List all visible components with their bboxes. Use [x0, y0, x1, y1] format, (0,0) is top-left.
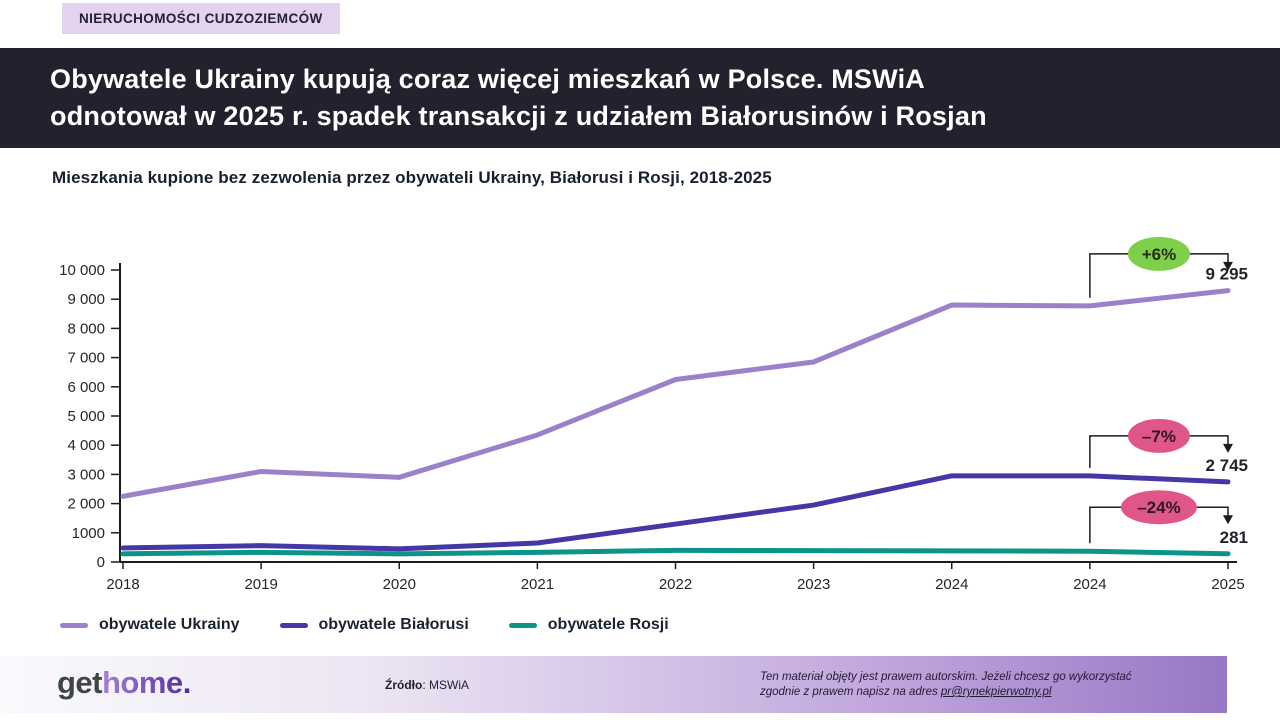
- copyright-line1: Ten materiał objęty jest prawem autorski…: [760, 671, 1132, 683]
- y-tick-label: 6 000: [67, 379, 105, 396]
- legend-swatch-bialorus: [279, 622, 308, 628]
- y-tick-label: 3 000: [67, 466, 105, 483]
- annotation-arrowhead: [1223, 515, 1233, 525]
- chart-subtitle: Mieszkania kupione bez zezwolenia przez …: [52, 168, 772, 187]
- category-badge: NIERUCHOMOŚCI CUDZOZIEMCÓW: [62, 3, 340, 34]
- x-tick-label: 2019: [244, 576, 277, 593]
- gethome-logo: gethome.: [57, 665, 191, 701]
- copyright-line2: zgodnie z prawem napisz na adres: [760, 686, 941, 698]
- source-label: Źródło: [385, 678, 423, 692]
- legend-item-bialorus: obywatele Białorusi: [279, 616, 469, 634]
- annotation-2: –24% 281: [1089, 490, 1248, 547]
- x-tick-label: 2025: [1211, 576, 1244, 593]
- logo-dot: .: [182, 665, 192, 700]
- x-tick-label: 2020: [383, 576, 416, 593]
- series-line-0: [120, 288, 1231, 499]
- x-tick-label: 2022: [659, 576, 692, 593]
- annotation-arrowhead: [1223, 443, 1233, 453]
- x-tick-label: 2023: [797, 576, 830, 593]
- annotation-pct-label: –24%: [1137, 498, 1180, 517]
- annotation-pct-label: +6%: [1142, 245, 1177, 264]
- chart-axes: [119, 263, 1237, 563]
- series-lines: [120, 288, 1231, 557]
- x-axis-ticks: 2018 2019 2020 2021 2022 2023 2024 2024 2025: [106, 562, 1245, 593]
- legend-item-ukraine: obywatele Ukrainy: [60, 616, 240, 634]
- legend-label-ukraine: obywatele Ukrainy: [99, 616, 240, 633]
- x-tick-label: 2018: [106, 576, 139, 593]
- y-tick-label: 10 000: [59, 262, 105, 279]
- copyright-email-link[interactable]: pr@rynekpierwotny.pl: [940, 686, 1052, 698]
- footer-band: gethome. Źródło: MSWiA Ten materiał obję…: [0, 656, 1227, 713]
- logo-get: get: [57, 665, 103, 700]
- y-tick-label: 7 000: [67, 350, 105, 367]
- chart-legend: obywatele Ukrainy obywatele Białorusi ob…: [60, 616, 669, 634]
- source-value: : MSWiA: [422, 678, 469, 692]
- legend-label-bialorus: obywatele Białorusi: [318, 616, 469, 633]
- annotation-0: +6% 9 295: [1089, 236, 1248, 298]
- y-axis-ticks: 0 1000 2 000 3 000 4 000 5 000 6 000 7 000 8 000…: [59, 262, 120, 571]
- series-line-2: [120, 547, 1231, 557]
- annotation-value-label: 9 295: [1205, 265, 1248, 284]
- source-note: Źródło: MSWiA: [385, 678, 469, 692]
- page-title-line1: Obywatele Ukrainy kupują coraz więcej mi…: [50, 64, 925, 94]
- annotation-arrowhead: [1223, 261, 1233, 271]
- series-line-1: [120, 473, 1231, 552]
- annotation-pct-label: –7%: [1142, 427, 1176, 446]
- legend-swatch-rosja: [508, 622, 537, 628]
- x-tick-label: 2024: [1073, 576, 1106, 593]
- y-tick-label: 4 000: [67, 437, 105, 454]
- y-tick-label: 2 000: [67, 496, 105, 513]
- logo-home: home: [102, 665, 183, 700]
- annotation-value-label: 2 745: [1205, 456, 1248, 475]
- y-tick-label: 1000: [72, 525, 105, 542]
- page-title-line2: odnotował w 2025 r. spadek transakcji z …: [50, 101, 987, 131]
- annotation-value-label: 281: [1220, 528, 1248, 547]
- title-bar: Obywatele Ukrainy kupują coraz więcej mi…: [0, 48, 1280, 148]
- legend-swatch-ukraine: [60, 622, 88, 628]
- copyright-note: Ten materiał objęty jest prawem autorski…: [760, 670, 1200, 700]
- legend-item-rosja: obywatele Rosji: [508, 616, 669, 634]
- x-tick-label: 2021: [521, 576, 554, 593]
- y-tick-label: 8 000: [67, 320, 105, 337]
- annotation-1: –7% 2 745: [1089, 418, 1248, 475]
- y-tick-label: 5 000: [67, 408, 105, 425]
- legend-label-rosja: obywatele Rosji: [547, 616, 669, 633]
- annotation-pill: [1120, 490, 1197, 525]
- annotation-pill: [1127, 418, 1190, 453]
- x-tick-label: 2024: [935, 576, 968, 593]
- y-tick-label: 9 000: [67, 291, 105, 308]
- annotation-pill: [1127, 236, 1190, 271]
- y-tick-label: 0: [97, 554, 105, 571]
